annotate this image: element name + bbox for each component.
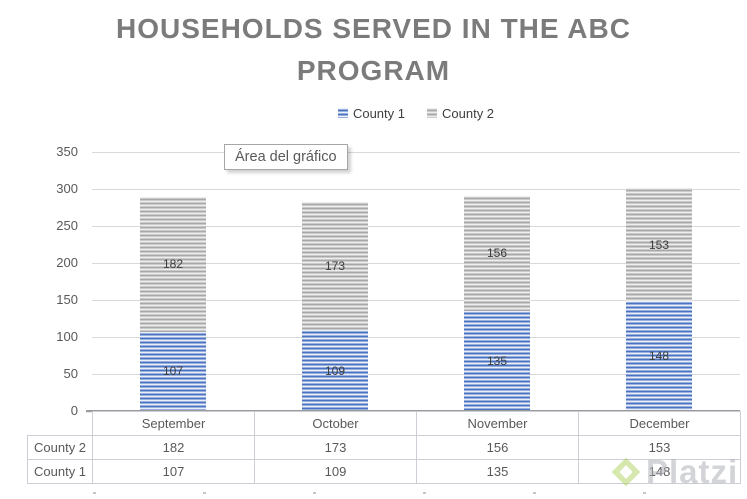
table-header-row: September October November December (28, 411, 741, 436)
bar-segment-county1[interactable]: 107 (140, 331, 206, 411)
gridline (92, 300, 740, 301)
table-cell: 109 (254, 459, 417, 484)
y-axis-tick-label: 50 (63, 366, 78, 381)
table-cell: 135 (416, 459, 579, 484)
legend-item-county2[interactable]: County 2 (427, 106, 494, 121)
bar-segment-county1[interactable]: 148 (626, 301, 692, 411)
y-axis-tick-label: 250 (56, 218, 78, 233)
data-table[interactable]: September October November December Coun… (27, 411, 741, 484)
legend-item-county1[interactable]: County 1 (337, 105, 405, 121)
month-header: September (92, 411, 255, 436)
y-axis-tick-label: 300 (56, 181, 78, 196)
row-label-county2: County 2 (27, 435, 93, 460)
worksheet-gridline-dash (533, 492, 536, 494)
gridline (92, 152, 740, 153)
worksheet-gridline-dash (423, 492, 426, 494)
gridline (92, 263, 740, 264)
bar-segment-county2[interactable]: 173 (302, 202, 368, 331)
county1-legend-key-icon (337, 108, 348, 118)
gridline (92, 337, 740, 338)
y-axis-tick-label: 0 (70, 403, 78, 418)
gridline (92, 189, 740, 190)
table-corner-cell (28, 412, 93, 436)
bar-segment-county2[interactable]: 156 (464, 195, 530, 312)
bar-segment-county2[interactable]: 153 (626, 188, 692, 302)
worksheet-gridline-dash (93, 492, 96, 494)
table-cell: 107 (92, 459, 255, 484)
county2-legend-key-icon (427, 108, 437, 118)
bar-segment-county1[interactable]: 109 (302, 330, 368, 411)
worksheet-gridline-dash (203, 492, 206, 494)
plot-area[interactable]: 107 182 109 173 135 156 148 153 (86, 152, 740, 412)
legend-label-county1: County 1 (352, 105, 405, 121)
table-cell: 182 (92, 435, 255, 460)
row-label-county1: County 1 (27, 459, 93, 484)
bar-segment-county2[interactable]: 182 (140, 197, 206, 332)
table-cell: 148 (578, 459, 741, 484)
worksheet-gridline-dash (643, 492, 646, 494)
chart-area-tooltip: Área del gráfico (224, 144, 348, 170)
month-header: November (416, 411, 579, 436)
bar-value-label: 153 (648, 237, 670, 252)
legend: County 1 County 2 (92, 104, 740, 122)
y-axis-tick-label: 100 (56, 329, 78, 344)
y-axis-tick-label: 350 (56, 144, 78, 159)
bar-value-label: 182 (162, 257, 184, 272)
table-cell: 173 (254, 435, 417, 460)
month-header: October (254, 411, 417, 436)
y-axis[interactable]: 0 50 100 150 200 250 300 350 (16, 144, 78, 418)
y-axis-tick-label: 200 (56, 255, 78, 270)
bar-value-label: 156 (486, 246, 508, 261)
month-header: December (578, 411, 741, 436)
table-cell: 153 (578, 435, 741, 460)
y-axis-tick-label: 150 (56, 292, 78, 307)
table-row-county2: County 2 182 173 156 153 (27, 435, 741, 460)
bar-value-label: 107 (162, 364, 184, 379)
worksheet-gridline-dash (313, 492, 316, 494)
chart-title[interactable]: HOUSEHOLDS SERVED IN THE ABC PROGRAM (116, 13, 631, 86)
table-cell: 156 (416, 435, 579, 460)
bar-segment-county1[interactable]: 135 (464, 311, 530, 411)
bar-value-label: 148 (648, 349, 670, 364)
gridline (92, 226, 740, 227)
bar-value-label: 135 (486, 354, 508, 369)
legend-label-county2: County 2 (442, 105, 495, 121)
table-row-county1: County 1 107 109 135 148 (27, 459, 741, 484)
gridline (92, 374, 740, 375)
bar-value-label: 109 (324, 363, 346, 378)
bar-value-label: 173 (324, 259, 346, 274)
